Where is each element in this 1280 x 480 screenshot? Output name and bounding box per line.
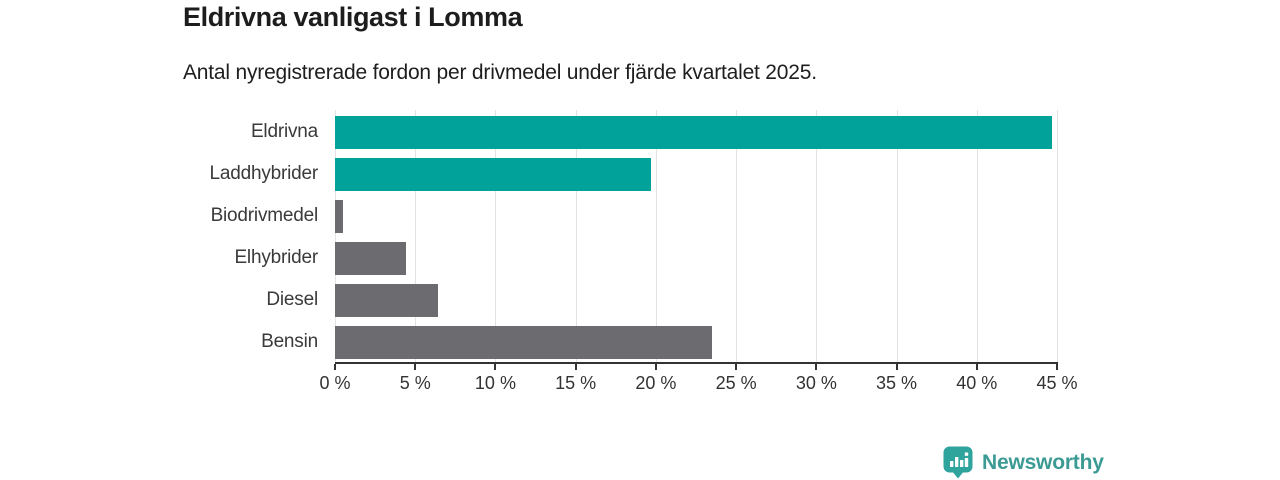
x-tick-label: 35 % — [876, 373, 918, 393]
x-tick-label: 10 % — [474, 373, 516, 393]
bar — [335, 157, 652, 191]
bar — [335, 283, 438, 317]
bar-label: Eldrivna — [250, 121, 318, 142]
bar-track — [335, 279, 1057, 321]
bar-row: Laddhybrider — [0, 153, 1280, 195]
gridline — [335, 110, 336, 363]
bar-label: Elhybrider — [234, 247, 318, 268]
bar-track — [335, 321, 1057, 363]
bar-track — [335, 111, 1057, 153]
x-tick — [654, 364, 657, 370]
gridline — [736, 110, 738, 363]
bar-track — [335, 237, 1057, 279]
x-tick — [334, 364, 336, 370]
chart-subtitle: Antal nyregistrerade fordon per drivmede… — [183, 61, 817, 84]
x-axis-line — [335, 362, 1058, 364]
chart-title: Eldrivna vanligast i Lomma — [183, 2, 523, 32]
newsworthy-brand: Newsworthy — [943, 446, 1104, 479]
gridline — [495, 110, 497, 363]
x-tick-label: 5 % — [399, 373, 431, 393]
gridline — [415, 110, 417, 363]
bar — [335, 199, 344, 233]
newsworthy-pin-bar-chart-icon — [943, 446, 973, 479]
bar — [335, 241, 406, 275]
bar — [335, 115, 1053, 149]
bar-rows: Eldrivna Laddhybrider Biodrivmedel Elhybrid… — [0, 111, 1280, 363]
bar-label: Laddhybrider — [209, 163, 318, 184]
bar-label: Bensin — [261, 331, 318, 352]
x-tick-label: 20 % — [635, 373, 677, 393]
x-tick — [895, 364, 898, 370]
gridline — [1057, 110, 1058, 363]
gridline — [575, 110, 577, 363]
x-tick — [735, 364, 738, 370]
x-tick — [414, 364, 417, 370]
gridline — [816, 110, 818, 363]
bar-row: Bensin — [0, 321, 1280, 363]
gridline — [896, 110, 898, 363]
x-tick — [975, 364, 978, 370]
bar-row: Biodrivmedel — [0, 195, 1280, 237]
x-tick — [494, 364, 497, 370]
x-axis-ticks: 0 % 5 % 10 % 15 % 20 % 25 % 30 % 35 % 40 % 45 % — [319, 364, 1078, 400]
bar-label: Diesel — [266, 289, 318, 310]
x-tick — [815, 364, 818, 370]
gridline — [976, 110, 978, 363]
bar — [335, 325, 713, 359]
x-tick-label: 25 % — [715, 373, 757, 393]
bar-track — [335, 153, 1057, 195]
bar-row: Elhybrider — [0, 237, 1280, 279]
brand-name: Newsworthy — [982, 450, 1104, 474]
x-tick-label: 40 % — [956, 373, 998, 393]
gridlines — [335, 110, 1058, 363]
bar-track — [335, 195, 1057, 237]
x-tick — [574, 364, 577, 370]
gridline — [655, 110, 657, 363]
bar-row: Eldrivna — [0, 111, 1280, 153]
x-tick — [1056, 364, 1058, 370]
bar-row: Diesel — [0, 279, 1280, 321]
x-tick-label: 30 % — [795, 373, 837, 393]
x-tick-label: 0 % — [319, 373, 351, 393]
x-tick-label: 15 % — [555, 373, 597, 393]
bar-label: Biodrivmedel — [210, 205, 319, 226]
x-tick-label: 45 % — [1036, 373, 1078, 393]
